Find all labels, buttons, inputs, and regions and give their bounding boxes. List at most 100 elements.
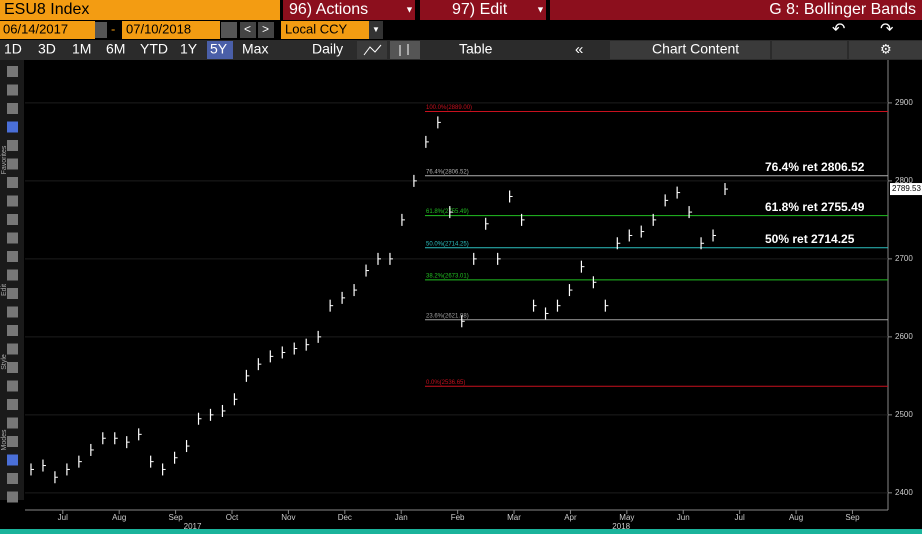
fib-label: 38.2%(2673.01) [426,274,469,280]
period-button[interactable] [207,41,233,59]
redo[interactable]: ↷ [880,21,894,38]
tool-icon[interactable] [7,158,18,170]
x-tick-label: May [619,513,634,522]
period-button[interactable] [177,41,203,59]
tool-icon[interactable] [7,121,18,133]
tool-icon[interactable] [7,103,18,114]
line-chart-button[interactable] [357,41,387,59]
side-label: Style [1,354,8,370]
undo[interactable]: ↶ [832,21,845,38]
tool-icon[interactable] [7,454,18,466]
tool-icon[interactable] [7,214,18,225]
last-price: 2789.53 [892,184,921,193]
x-tick-label: Sep [845,513,860,522]
tool-icon[interactable] [7,66,18,77]
table-button[interactable]: Table [459,41,493,57]
x-tick-label: Feb [451,513,465,522]
x-tick-label: Apr [564,513,577,522]
tool-icon[interactable] [7,177,18,188]
plot-area [25,60,888,510]
fib-label: 50.0%(2714.25) [426,241,469,247]
prev-button[interactable] [240,22,256,38]
retracement-annotation: 50% ret 2714.25 [765,232,855,246]
tool-icon[interactable] [7,84,18,96]
x-tick-label: Aug [112,513,126,522]
tool-icon[interactable] [7,325,18,336]
tool-icon[interactable] [7,232,18,244]
edit-label[interactable]: 97) Edit [452,1,508,18]
tool-icon[interactable] [7,473,18,484]
x-tick-label: Aug [789,513,803,522]
period-label[interactable]: YTD [140,41,168,57]
tool-icon[interactable] [7,399,18,410]
tool-icon[interactable] [7,380,18,392]
period-button[interactable] [1,41,29,59]
settings[interactable] [849,41,922,59]
edit-menu[interactable] [420,0,546,20]
tool-icon[interactable] [7,288,18,299]
currency-dropdown[interactable] [369,21,383,39]
period-label[interactable]: 1Y [180,41,198,57]
period-button[interactable] [239,41,271,59]
period-button[interactable] [103,41,131,59]
period-label[interactable]: 5Y [210,41,228,57]
ticker-bar [0,0,280,20]
start-date[interactable]: 06/14/2017 [3,21,68,36]
ticker: ESU8 Index [4,1,89,18]
chart-content-button[interactable] [610,41,770,59]
period-label[interactable]: 1M [72,41,91,57]
side-label: Modes [1,429,8,451]
tool-icon[interactable] [7,306,18,318]
tool-icon[interactable] [7,362,18,373]
tool-icon[interactable] [7,417,18,429]
year-label: 2017 [184,522,202,531]
period-label[interactable]: 3D [38,41,56,57]
collapse-button[interactable]: « [575,41,583,58]
chart-content[interactable]: Chart Content [652,41,739,57]
frequency[interactable]: Daily [312,41,343,57]
tool-icon[interactable] [7,491,18,503]
x-tick-label: Mar [507,513,521,522]
fib-label: 76.4%(2806.52) [426,169,469,175]
title-bar [550,0,922,20]
currency[interactable]: Local CCY [285,21,347,36]
bar-icon [399,44,409,56]
tool-icon[interactable] [7,195,18,207]
period-button[interactable] [35,41,63,59]
bar-chart-button[interactable] [390,41,420,59]
x-tick-label: Dec [338,513,352,522]
currency-input[interactable] [281,21,369,39]
actions-label[interactable]: 96) Actions [289,1,368,18]
next-button[interactable] [258,22,274,38]
calendar-icon[interactable] [221,22,237,38]
last-price-box [890,183,922,196]
start-date-input[interactable] [0,21,95,39]
x-tick-label: Jul [58,513,68,522]
date-dash: - [111,21,115,36]
y-tick-label: 2700 [895,254,913,263]
period-label[interactable]: 1D [4,41,22,57]
tool-icon[interactable] [7,343,18,355]
bottom-strip [0,529,922,534]
tool-icon[interactable] [7,140,18,151]
y-tick-label: 2500 [895,410,913,419]
period-button[interactable] [137,41,171,59]
tool-icon[interactable] [7,269,18,281]
actions-menu[interactable] [283,0,415,20]
calendar-icon[interactable] [95,22,107,38]
period-button[interactable] [69,41,97,59]
caret: ▼ [372,25,380,34]
fib-label: 23.6%(2621.98) [426,313,469,319]
period-label[interactable]: Max [242,41,268,57]
y-tick-label: 2900 [895,98,913,107]
side-label: Favorites [1,145,8,174]
x-tick-label: Jul [735,513,745,522]
end-date[interactable]: 07/10/2018 [126,21,191,36]
caret: ▼ [536,4,545,14]
edit-tool[interactable] [772,41,847,59]
end-date-input[interactable] [122,21,220,39]
period-label[interactable]: 6M [106,41,125,57]
tool-icon[interactable] [7,251,18,262]
retracement-annotation: 61.8% ret 2755.49 [765,200,865,214]
tool-icon[interactable] [7,436,18,447]
